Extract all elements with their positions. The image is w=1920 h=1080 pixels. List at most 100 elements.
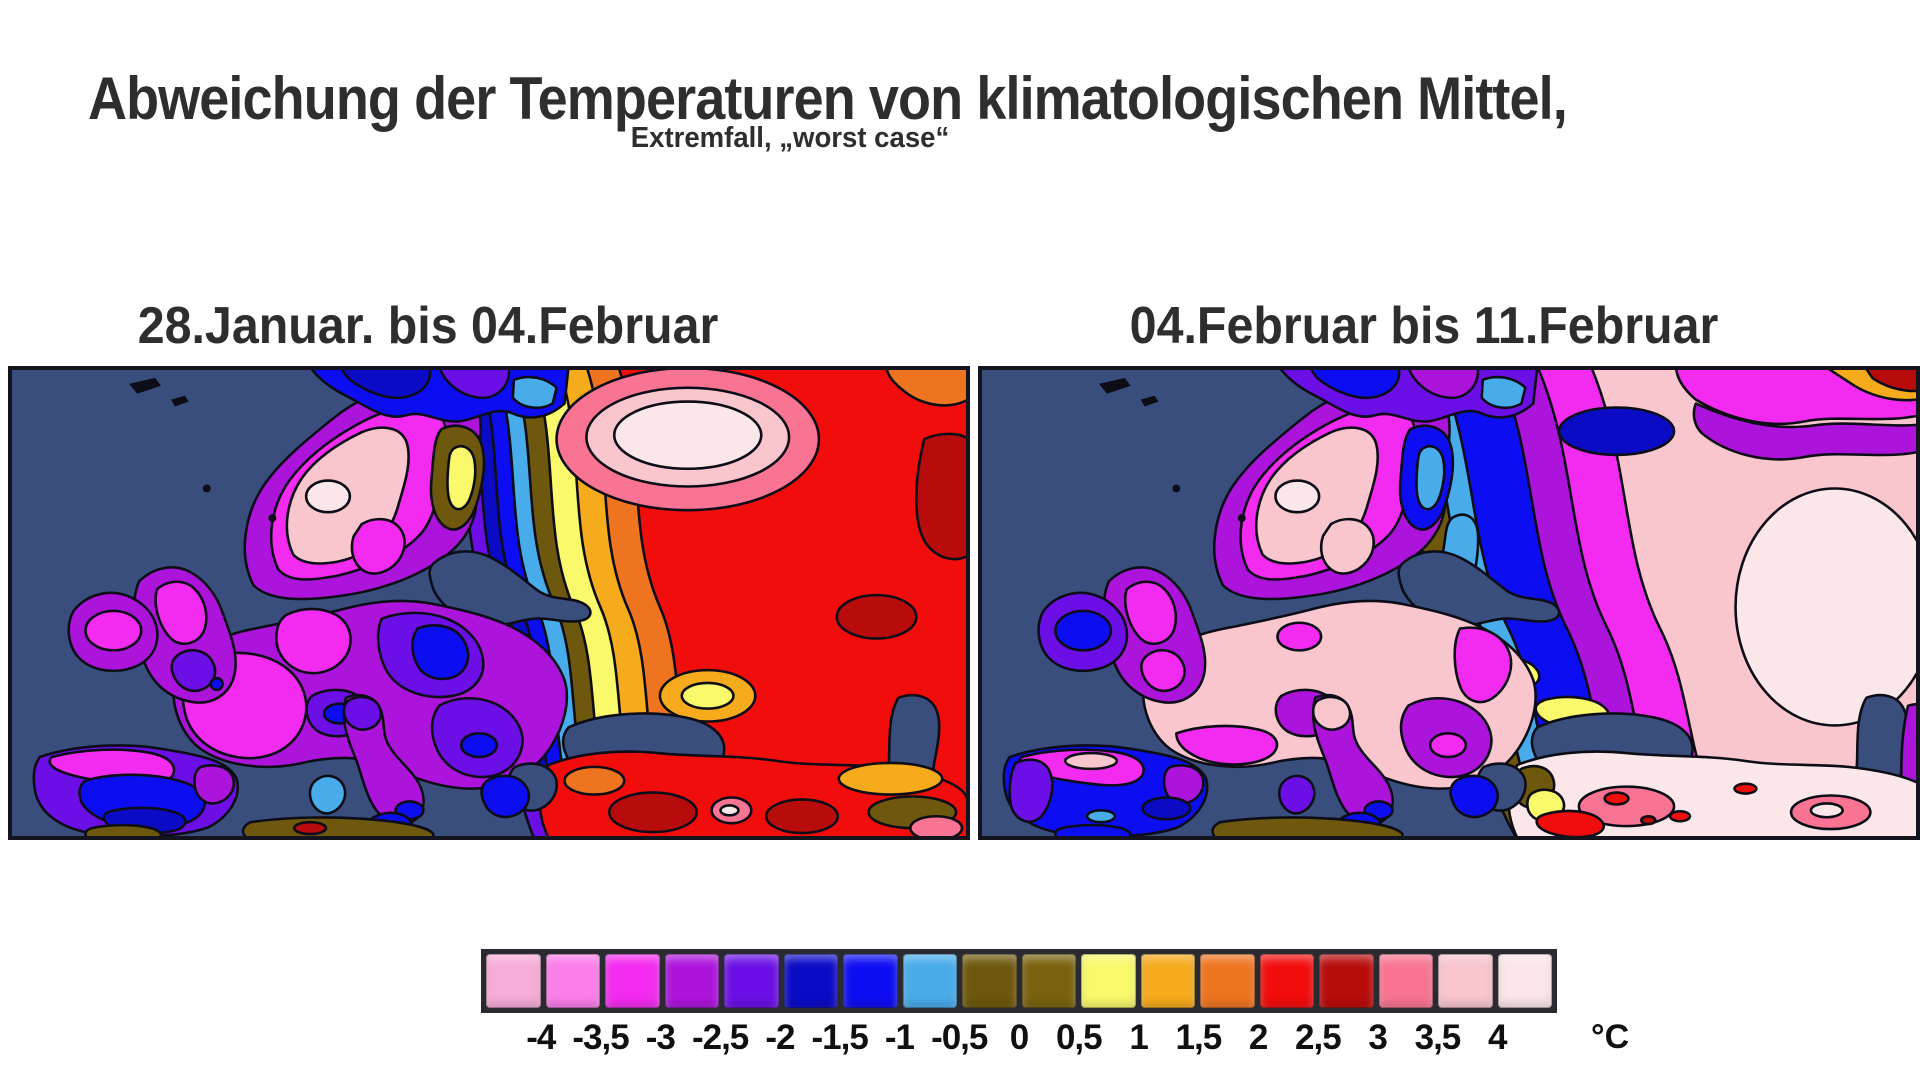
turkey-red-dot1 [1603,791,1630,806]
legend-tick-label: -0,5 [931,1018,988,1057]
legend-swatch-6 [843,954,898,1008]
england-blue-dot [209,676,224,692]
legend-swatch-12 [1200,954,1255,1008]
germany-magenta-spot [1276,621,1323,652]
legend-swatch-15 [1378,954,1433,1008]
morocco-blue [1054,823,1132,836]
legend-swatch-3 [664,954,719,1008]
legend-tick-label: 0,5 [1055,1018,1103,1057]
anomaly-map-week2 [982,370,1916,836]
legend-tick-label: 1,5 [1175,1018,1223,1057]
mild-pale-core [1734,487,1916,727]
legend-swatch-4 [724,954,779,1008]
legend-swatch-0 [486,954,541,1008]
west-turkey-red [1535,809,1605,836]
greece-blue [1449,774,1500,819]
sardinia [308,774,347,815]
mideast-pale-dot [1809,802,1844,819]
warm-core-pale [612,400,763,471]
legend-swatch-9 [1021,954,1076,1008]
legend-tick-label: 3,5 [1414,1018,1462,1057]
italy-north-pink [1311,695,1352,731]
faroe-island [1172,484,1181,493]
legend-tick-label: 4 [1487,1018,1507,1057]
legend-swatch-10 [1081,954,1136,1008]
darkred-patch-inner [835,593,918,640]
england-violet [170,648,217,693]
north-cape-cyan [1480,375,1527,410]
legend-swatch-14 [1319,954,1374,1008]
ireland-blue [1054,609,1113,652]
legend-tick-label: -4 [526,1018,556,1057]
legend-swatch-2 [605,954,660,1008]
legend-tick-label: -2,5 [691,1018,749,1057]
legend-tick-label: 1 [1129,1018,1148,1057]
legend-tick-label: -2 [765,1018,795,1057]
legend-swatch-16 [1438,954,1493,1008]
balkans-blue [459,732,499,759]
italy-north [342,695,383,731]
turkey-orange [563,765,626,796]
legend-swatch-8 [962,954,1017,1008]
norway-pale-spot [304,479,352,514]
se-rose [909,814,964,836]
map-panel-week2 [978,366,1920,840]
color-scale-ticks: °C -4 -3,5 -3 -2,5 -2 -1,5 -1 -0,5 0 0,5 1 1,5 2 2,5 3… [481,1018,1629,1064]
map-panel-week1 [8,366,970,840]
legend-tick-label: -3,5 [572,1018,629,1057]
legend-swatch-13 [1259,954,1314,1008]
legend-tick-label: -1 [884,1018,915,1057]
darkred-corner-ne [1865,370,1916,393]
legend-tick-label: 2,5 [1295,1018,1342,1057]
darkblue-ellipse-north [1557,406,1676,457]
north-cape-cyan [511,375,558,410]
legend-unit: °C [1591,1018,1630,1056]
purple-rim-north [1692,402,1916,461]
legend-tick-label: 3 [1368,1018,1387,1057]
africa-darkred-dot [292,820,328,836]
legend-swatch-7 [902,954,957,1008]
morocco-strip [84,823,163,836]
caucasus-pale [719,804,740,817]
legend-swatch-5 [783,954,838,1008]
sardinia [1277,774,1316,815]
portugal-violet [1008,758,1054,824]
iberia-cyan-dot [1085,809,1117,824]
anomaly-map-week1 [12,370,966,836]
anatolia-red-dot [1733,782,1758,795]
color-scale-bar [481,949,1557,1013]
legend-tick-label: -3 [645,1018,676,1057]
panel-label-week2: 04.Februar bis 11.Februar [1129,297,1719,355]
turkey-red-dot2 [1668,810,1692,823]
france-south-magenta [1175,724,1279,766]
figure-title: Abweichung der Temperaturen von klimatol… [88,65,1568,132]
figure-subtitle: Extremfall, „worst case“ [630,122,950,154]
poland-blue [411,624,470,681]
legend-tick-label: 2 [1248,1018,1268,1057]
balkans-magenta [1428,732,1468,759]
norway-pale-spot [1274,479,1321,514]
germany-west [275,607,352,675]
panel-label-week1: 28.Januar. bis 04.Februar [137,297,719,355]
shetland-island [268,514,277,523]
iberia-pink-dot [1063,751,1119,771]
legend-tick-label: -1,5 [811,1018,869,1057]
legend-tick-label: 0 [1009,1018,1029,1057]
greece [480,774,531,819]
turkey-darkred1 [607,791,698,834]
iberia-east [193,764,236,805]
turkey-darkred2 [764,798,840,835]
yellow-core-se [680,681,735,710]
shetland-island [1237,514,1246,523]
legend-swatch-17 [1497,954,1552,1008]
orange-patch-ne [885,370,966,407]
iberia-darkblue [1141,796,1192,821]
mideast-amber [837,761,944,796]
england-magenta [1139,648,1186,693]
darkred-patch-east [914,432,966,561]
faroe-island [202,484,211,493]
legend-swatch-11 [1140,954,1195,1008]
ireland-core [84,609,143,652]
turkey-darkred-dot [1640,814,1657,826]
